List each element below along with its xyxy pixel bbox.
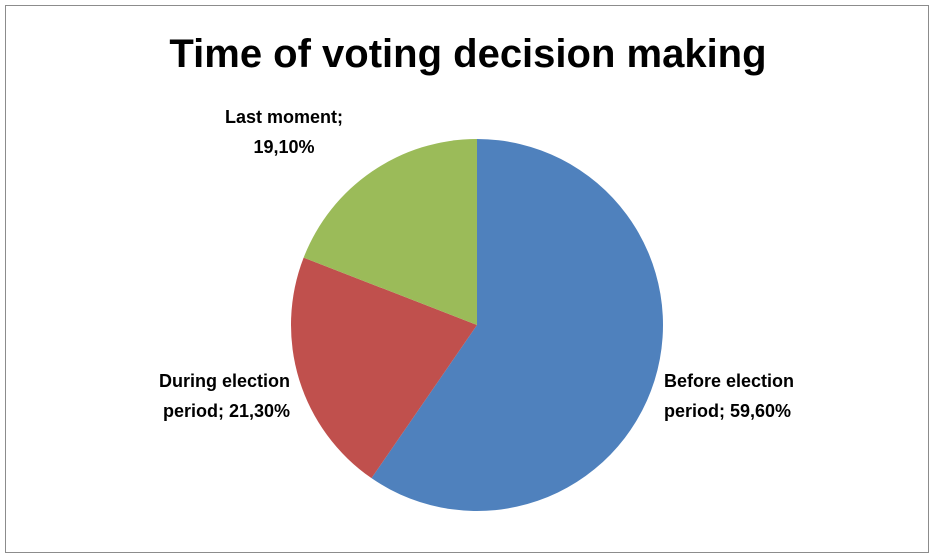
label-during-election-period-line-1: During election [158,371,290,391]
label-before-election-period-line-2: period; 59,60% [664,401,792,421]
slice-last-moment [303,139,477,325]
label-last-moment-line-1: Last moment; [224,107,343,127]
slice-during-election-period [291,257,477,479]
slice-before-election-period [371,139,663,511]
label-during-election-period: During election period; 21,30% [159,366,290,426]
label-last-moment-line-2: 19,10% [253,137,315,157]
label-last-moment: Last moment; 19,10% [194,102,374,162]
label-during-election-period-line-2: period; 21,30% [162,401,290,421]
label-before-election-period-line-1: Before election [664,371,795,391]
label-before-election-period: Before election period; 59,60% [664,366,794,426]
chart-title: Time of voting decision making [169,32,767,76]
